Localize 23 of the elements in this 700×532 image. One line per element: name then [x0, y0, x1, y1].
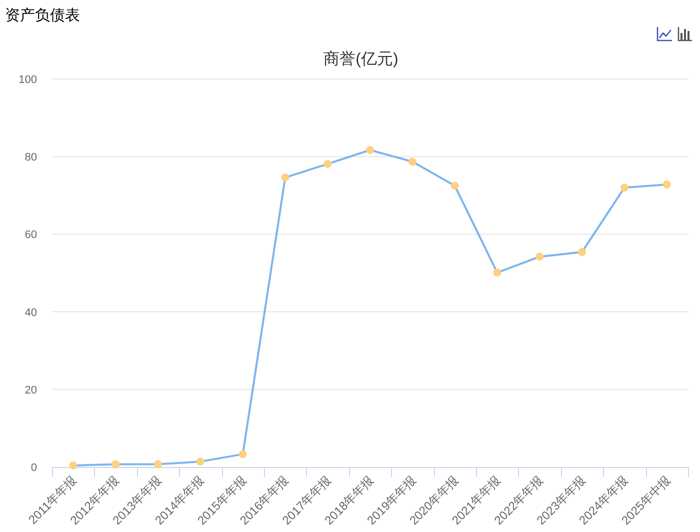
y-tick-label: 60 [24, 229, 37, 242]
point [154, 460, 162, 468]
point [408, 158, 416, 166]
chart-title: 商誉(亿元) [324, 50, 398, 68]
y-tick-label: 40 [24, 306, 37, 319]
point [196, 458, 204, 466]
point [493, 268, 502, 277]
y-tick-label: 0 [30, 462, 37, 474]
text: 资产负债表 [5, 7, 80, 24]
y-tick-label: 20 [24, 384, 37, 396]
point [662, 180, 671, 189]
point [578, 248, 586, 256]
y-tick-label: 100 [18, 74, 37, 86]
point [69, 461, 78, 470]
point [450, 182, 459, 190]
point [536, 252, 544, 261]
point [281, 174, 290, 182]
point [238, 450, 247, 458]
y-tick-label: 80 [24, 152, 37, 164]
point [366, 146, 374, 154]
point [112, 460, 120, 468]
point [620, 184, 628, 192]
point [324, 160, 332, 168]
